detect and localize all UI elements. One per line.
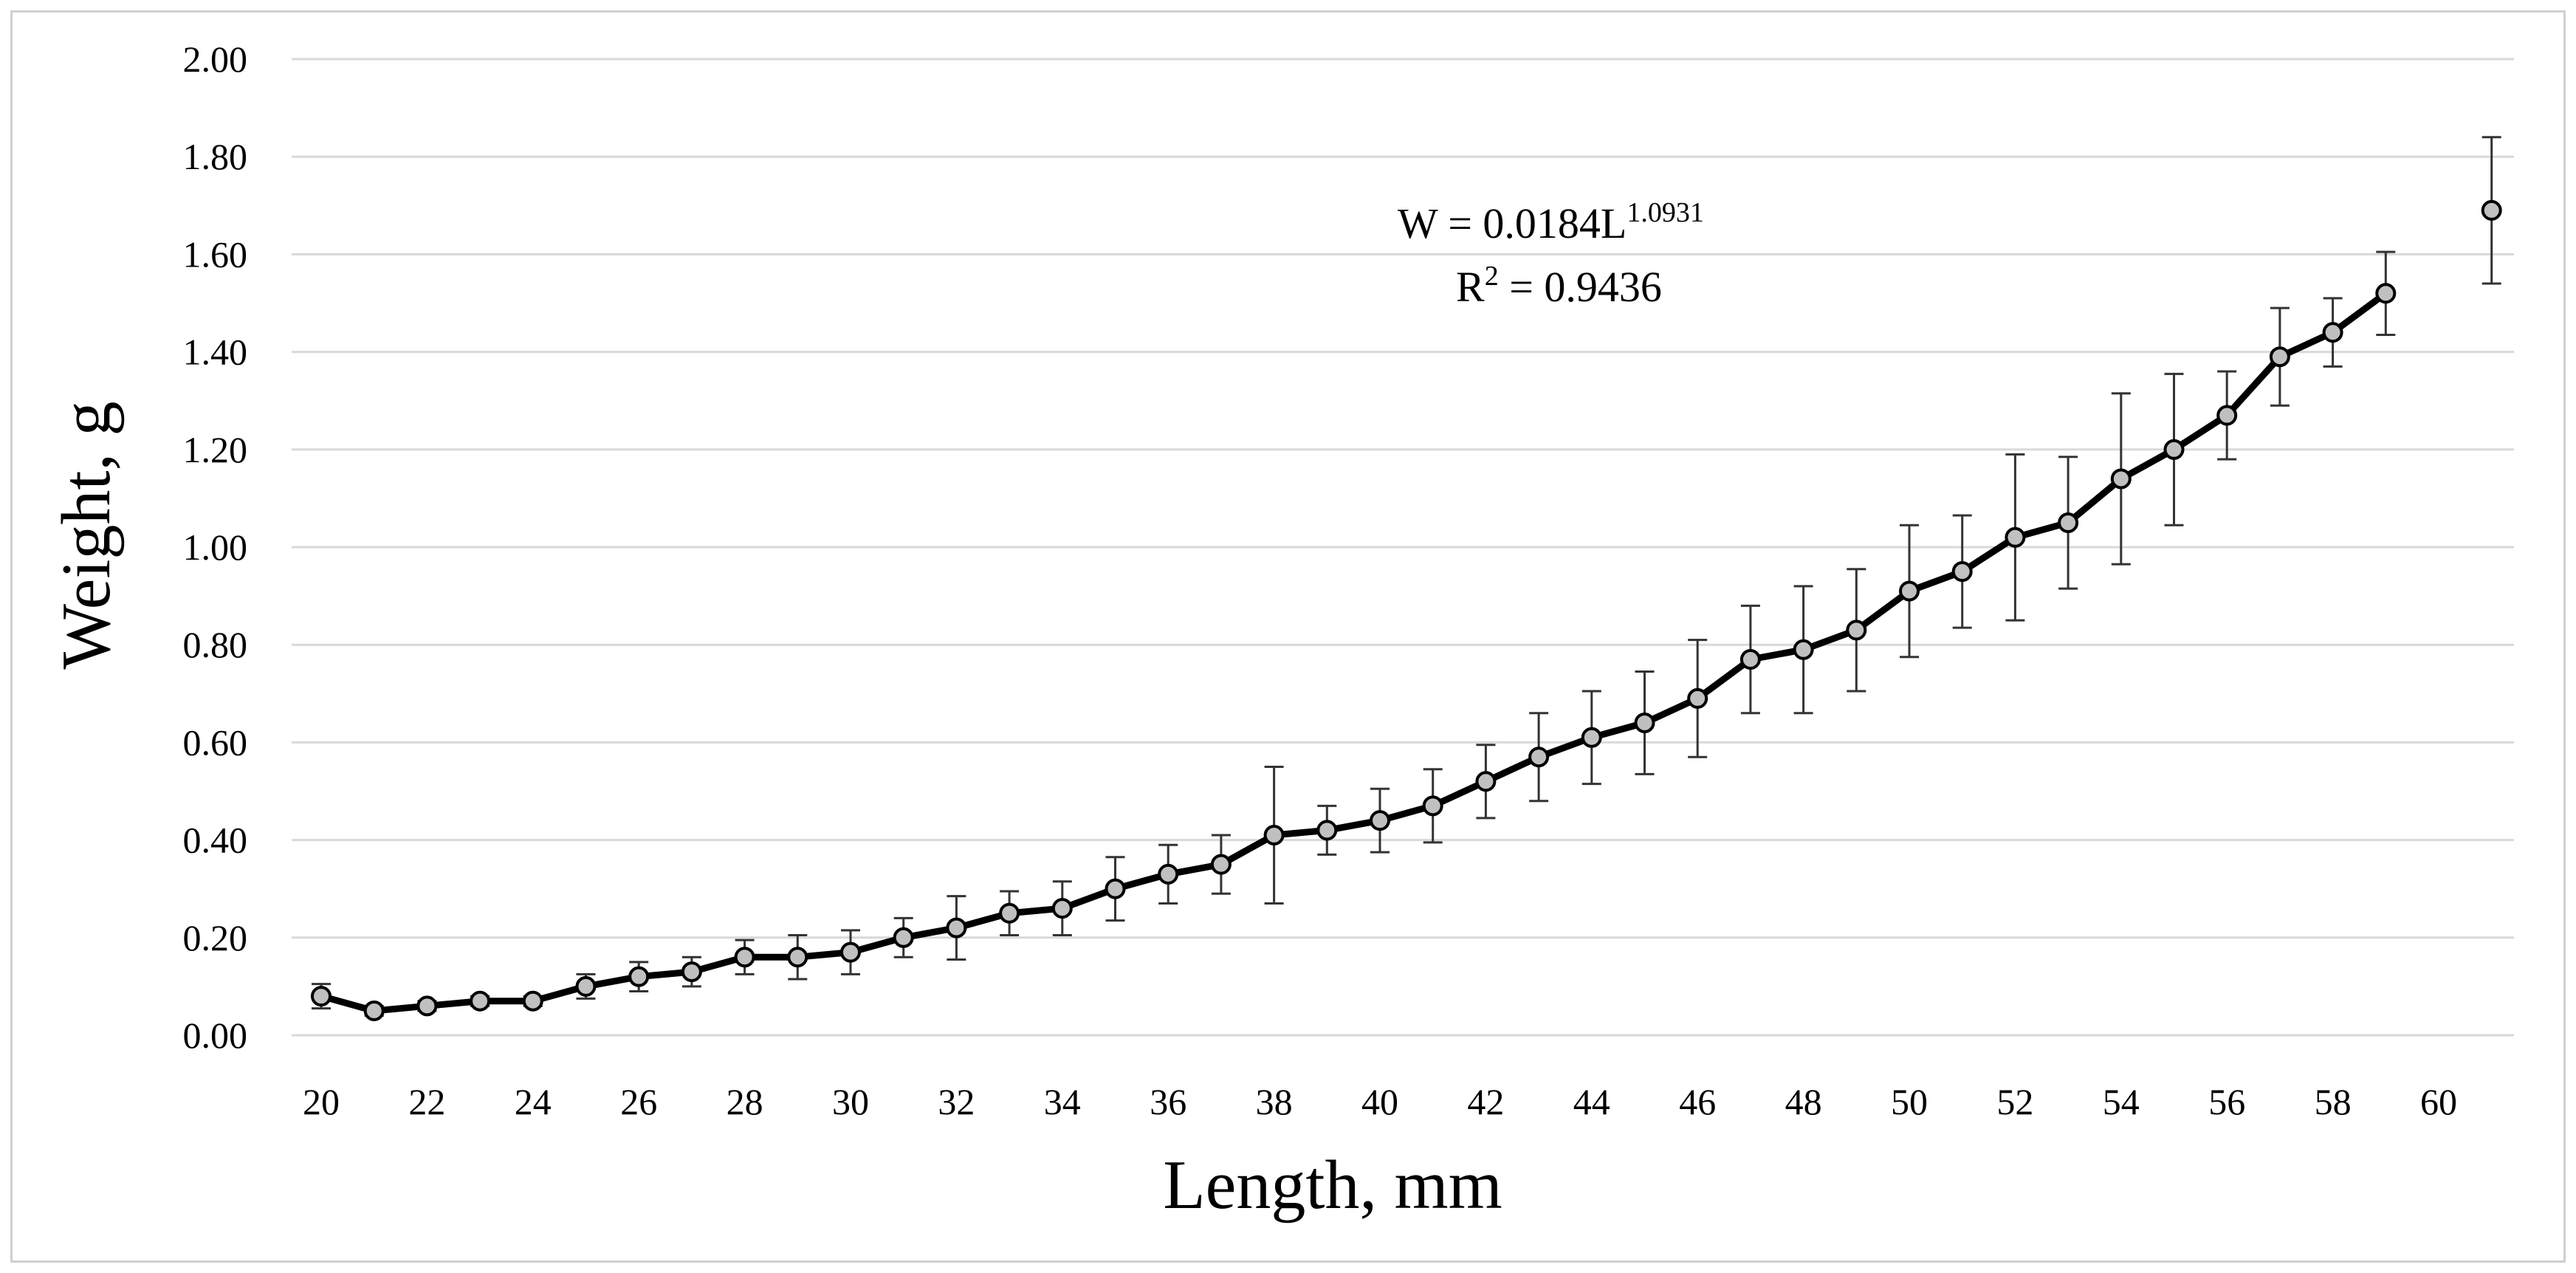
y-tick-label: 1.20	[183, 429, 248, 470]
x-tick-label: 32	[938, 1081, 975, 1122]
data-point	[999, 902, 1020, 924]
data-point	[1158, 863, 1179, 885]
x-tick-label: 38	[1256, 1081, 1293, 1122]
data-point	[1528, 747, 1550, 768]
data-point	[470, 990, 491, 1012]
y-tick-label: 2.00	[183, 38, 248, 80]
y-tick-label: 0.40	[183, 820, 248, 861]
x-tick-label: 42	[1467, 1081, 1504, 1122]
y-tick-label: 1.60	[183, 233, 248, 275]
data-point	[2058, 512, 2079, 533]
data-points	[311, 199, 2502, 1021]
x-tick-label: 40	[1361, 1081, 1398, 1122]
x-tick-label: 54	[2103, 1081, 2140, 1122]
series-lines	[317, 289, 2389, 1015]
data-point	[1210, 854, 1232, 875]
r2-superscript: 2	[1485, 261, 1499, 292]
x-tick-label: 52	[1996, 1081, 2033, 1122]
data-point	[1687, 687, 1708, 709]
data-point	[1316, 820, 1338, 841]
x-tick-label: 58	[2315, 1081, 2352, 1122]
data-point	[522, 990, 543, 1012]
data-point	[1581, 727, 1602, 748]
data-point	[1634, 712, 1655, 733]
x-tick-label: 30	[832, 1081, 869, 1122]
x-tick-label: 36	[1150, 1081, 1186, 1122]
y-tick-label: 0.60	[183, 721, 248, 763]
data-point	[681, 961, 702, 983]
x-tick-label: 34	[1044, 1081, 1081, 1122]
r2-value: = 0.9436	[1499, 263, 1662, 311]
data-point	[1793, 639, 1814, 660]
equation-annotation: W = 0.0184L1.0931	[1398, 197, 1704, 247]
r-squared-annotation: R2 = 0.9436	[1456, 261, 1662, 311]
data-point	[2110, 468, 2132, 490]
data-point	[1951, 561, 1973, 583]
x-tick-label: 20	[303, 1081, 340, 1122]
x-tick-label: 46	[1679, 1081, 1716, 1122]
x-tick-label: 56	[2208, 1081, 2245, 1122]
data-point	[787, 947, 808, 968]
data-point	[840, 941, 861, 963]
data-point	[1051, 898, 1073, 919]
y-tick-label: 1.00	[183, 526, 248, 568]
y-tick-label: 0.00	[183, 1015, 248, 1056]
y-tick-labels: 0.00 0.20 0.40 0.60 0.80 1.00 1.20 1.40 1.60 1.80…	[183, 38, 248, 1056]
data-point	[628, 966, 650, 987]
data-point	[734, 947, 755, 968]
data-point	[1846, 620, 1867, 641]
data-point	[1422, 795, 1443, 817]
data-point	[1739, 649, 1761, 670]
x-tick-label: 60	[2420, 1081, 2457, 1122]
grid-lines	[292, 58, 2514, 1037]
x-tick-label: 50	[1891, 1081, 1928, 1122]
y-tick-label: 1.80	[183, 136, 248, 177]
r2-label: R	[1456, 263, 1485, 311]
y-tick-label: 1.40	[183, 332, 248, 373]
error-bars	[312, 136, 2501, 1018]
x-tick-label: 24	[515, 1081, 552, 1122]
data-point	[893, 927, 914, 948]
x-tick-labels: 20 22 24 26 28 30 32 34 36 38 40 42 44 46 48 50 52 54 56 58…	[303, 1081, 2457, 1122]
data-point	[575, 975, 597, 997]
x-tick-label: 48	[1785, 1081, 1822, 1122]
chart-frame	[10, 10, 2566, 1263]
y-axis-title: Weight, g	[48, 401, 125, 669]
equation-base: W = 0.0184L	[1398, 199, 1627, 247]
data-point	[1475, 771, 1497, 792]
data-point	[2481, 199, 2502, 221]
data-point	[2163, 439, 2185, 460]
data-point	[311, 986, 332, 1007]
data-point	[1899, 580, 1920, 602]
data-point	[2216, 405, 2238, 426]
data-point	[1263, 824, 1285, 845]
data-point	[2375, 283, 2397, 304]
series-line	[317, 289, 2389, 1015]
x-tick-label: 22	[408, 1081, 445, 1122]
x-axis-title: Length, mm	[1163, 1147, 1502, 1224]
equation-exponent: 1.0931	[1627, 197, 1704, 228]
y-tick-label: 0.20	[183, 917, 248, 958]
y-tick-label: 0.80	[183, 624, 248, 665]
data-point	[2322, 322, 2343, 343]
data-point	[1105, 878, 1126, 899]
data-point	[2269, 346, 2290, 368]
x-tick-label: 28	[727, 1081, 763, 1122]
data-point	[416, 995, 438, 1017]
x-tick-label: 44	[1573, 1081, 1610, 1122]
data-point	[363, 1000, 385, 1021]
x-tick-label: 26	[620, 1081, 657, 1122]
data-point	[2005, 526, 2026, 548]
data-point	[1370, 810, 1390, 831]
data-point	[946, 917, 967, 939]
